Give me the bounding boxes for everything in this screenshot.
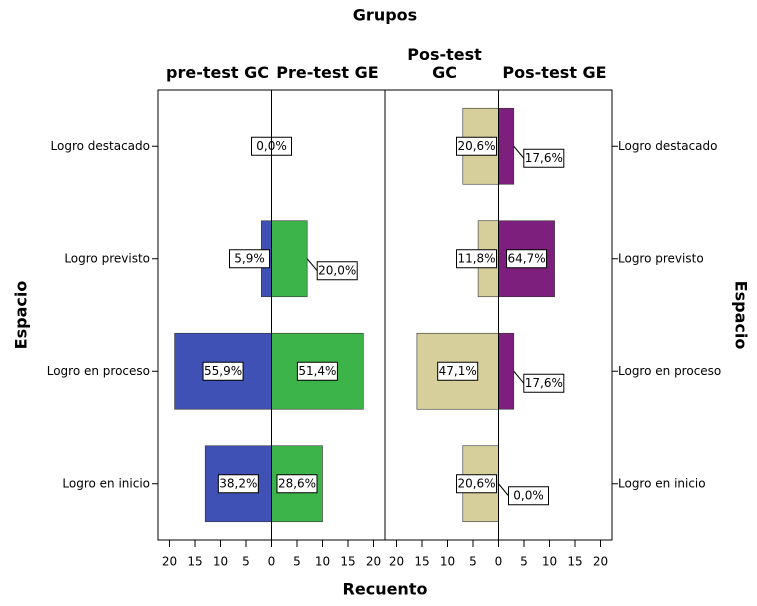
data-label: 5,9%	[234, 251, 265, 265]
x-tick-label: 5	[293, 555, 301, 569]
data-label: 20,0%	[318, 263, 356, 277]
label-box	[217, 474, 259, 494]
label-box	[437, 361, 479, 381]
x-axis-label: Recuento	[343, 580, 428, 599]
x-tick-label: 5	[469, 555, 477, 569]
data-label: 17,6%	[525, 151, 563, 165]
y-tick-label: Logro previsto	[64, 251, 150, 265]
chart-title: Grupos	[353, 6, 417, 25]
bar	[271, 220, 308, 298]
y-tick-label: Logro previsto	[618, 251, 704, 265]
y-tick-label: Logro en inicio	[618, 476, 706, 490]
label-box	[296, 361, 338, 381]
x-tick-label: 20	[162, 555, 177, 569]
data-label: 17,6%	[525, 376, 563, 390]
data-label: 38,2%	[219, 476, 257, 490]
x-tick-label: 15	[187, 555, 202, 569]
label-box	[229, 249, 270, 269]
data-label: 11,8%	[457, 251, 495, 265]
x-tick-label: 10	[213, 555, 228, 569]
leader-line	[498, 483, 509, 497]
x-tick-label: 5	[520, 555, 528, 569]
x-tick-label: 0	[268, 555, 276, 569]
x-tick-label: 10	[542, 555, 557, 569]
series-header: Pos-test GC	[407, 45, 482, 82]
leader-line	[513, 145, 525, 159]
x-tick-label: 5	[242, 555, 250, 569]
label-box	[523, 148, 565, 168]
x-tick-label: 0	[495, 555, 503, 569]
label-box	[508, 486, 549, 506]
label-box	[506, 249, 548, 269]
series-header: Pos-test GE	[502, 63, 607, 82]
bar	[498, 107, 515, 185]
data-label: 47,1%	[439, 364, 477, 378]
x-tick-label: 15	[567, 555, 582, 569]
label-box	[202, 361, 244, 381]
y-tick-label: Logro en inicio	[62, 476, 150, 490]
leader-line	[306, 258, 318, 272]
bar	[498, 332, 515, 410]
data-label: 64,7%	[507, 251, 545, 265]
x-tick-label: 10	[440, 555, 455, 569]
y-tick-label: Logro en proceso	[47, 364, 150, 378]
label-box	[316, 261, 358, 281]
data-label: 51,4%	[298, 364, 336, 378]
data-label: 28,6%	[278, 476, 316, 490]
label-box	[276, 474, 318, 494]
data-label: 0,0%	[513, 488, 544, 502]
series-header: pre-test GC	[166, 63, 269, 82]
series-header: Pre-test GE	[276, 63, 379, 82]
data-label: 20,6%	[457, 139, 495, 153]
data-label: 55,9%	[204, 364, 242, 378]
label-box	[523, 373, 565, 393]
leader-line	[513, 370, 525, 384]
label-box	[456, 474, 497, 494]
x-tick-label: 15	[414, 555, 429, 569]
y-tick-label: Logro destacado	[618, 139, 717, 153]
y-axis-label: Espacio	[12, 281, 31, 350]
label-box	[456, 136, 497, 156]
label-box	[456, 249, 497, 269]
x-tick-label: 15	[340, 555, 355, 569]
x-tick-label: 10	[315, 555, 330, 569]
y-tick-label: Logro en proceso	[618, 364, 721, 378]
y-axis-label-right: Espacio	[732, 281, 751, 350]
data-label: 20,6%	[457, 476, 495, 490]
x-tick-label: 20	[389, 555, 404, 569]
y-tick-label: Logro destacado	[51, 139, 150, 153]
x-tick-label: 20	[593, 555, 608, 569]
x-tick-label: 20	[366, 555, 381, 569]
